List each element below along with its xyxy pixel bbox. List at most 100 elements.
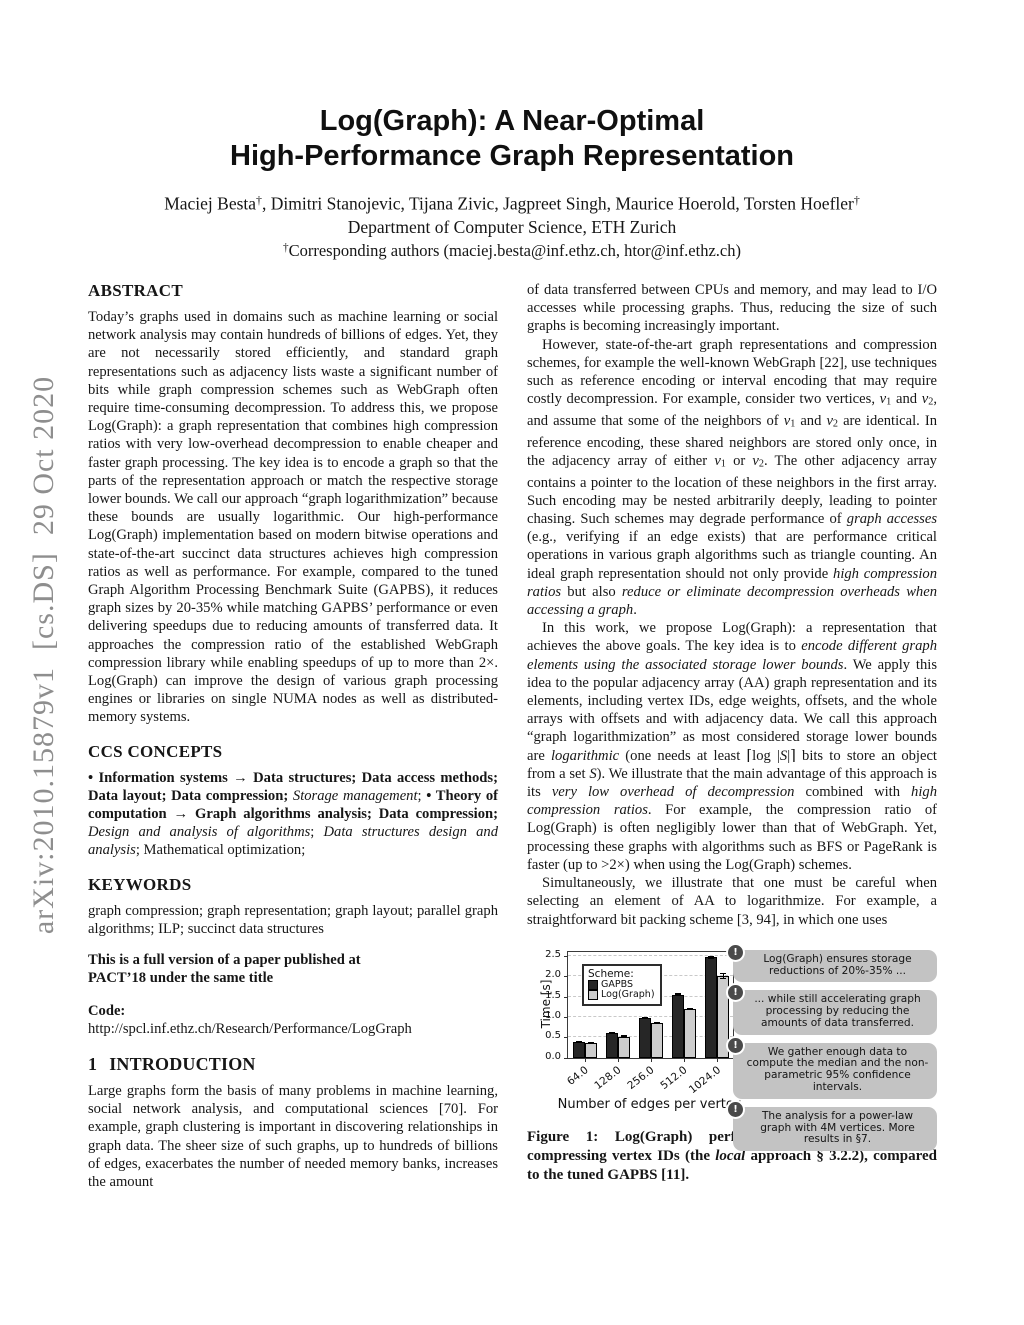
x-axis-title: Number of edges per vertex: [557, 1096, 742, 1112]
ccs-paragraph: • Information systems → Data structures;…: [88, 769, 499, 859]
error-bar: [641, 1016, 648, 1019]
body-paragraph-4: Simultaneously, we illustrate that one m…: [527, 875, 937, 928]
section-title: INTRODUCTION: [109, 1053, 256, 1074]
bar-Log(Graph): [617, 1036, 630, 1058]
y-tick-mark: [564, 1057, 568, 1059]
left-column: ABSTRACT Today’s graphs used in domains …: [88, 281, 498, 1191]
bar-GAPBS: [704, 957, 717, 1058]
y-tick-label: 1.5: [545, 989, 561, 1001]
legend-swatch: [588, 979, 598, 990]
y-tick-label: 0.0: [545, 1050, 561, 1062]
error-bar: [719, 973, 726, 980]
x-tick-label: 1024.0: [686, 1063, 723, 1096]
arxiv-banner: arXiv:2010.15879v1 [cs.DS] 29 Oct 2020: [27, 375, 60, 935]
callout-text: We gather enough data to compute the med…: [746, 1045, 929, 1094]
full-version-note: This is a full version of a paper publis…: [88, 951, 498, 987]
figure-callouts: ! Log(Graph) ensures storage reductions …: [728, 944, 937, 1152]
paper-title-line2: High-Performance Graph Representation: [230, 140, 794, 172]
x-tick-label: 256.0: [625, 1063, 657, 1092]
legend-label: GAPBS: [601, 978, 633, 990]
y-tick-mark: [564, 976, 568, 978]
paper-title-line1: Log(Graph): A Near-Optimal: [319, 105, 705, 137]
error-bar: [620, 1034, 627, 1037]
error-bar: [674, 993, 681, 996]
full-version-note-line2: PACT’18 under the same title: [88, 970, 274, 987]
y-tick-label: 1.0: [545, 1009, 561, 1021]
keywords-paragraph: graph compression; graph representation;…: [88, 902, 498, 937]
ccs-heading: CCS CONCEPTS: [88, 741, 223, 761]
callout-statistics: ! We gather enough data to compute the m…: [728, 1037, 937, 1099]
exclamation-icon: !: [728, 1037, 743, 1053]
body-paragraph-2: However, state-of-the-art graph represen…: [527, 336, 938, 619]
x-tick-mark: [617, 1057, 619, 1062]
bar-GAPBS: [605, 1033, 618, 1058]
body-paragraph-1: of data transferred between CPUs and mem…: [527, 282, 937, 335]
correspondence-line: †Corresponding authors (maciej.besta@inf…: [283, 241, 741, 261]
keywords-heading: KEYWORDS: [88, 874, 192, 894]
legend-entries: GAPBS Log(Graph): [588, 978, 655, 1001]
error-bar: [707, 956, 714, 959]
y-tick-label: 0.5: [545, 1030, 561, 1042]
callout-powerlaw: ! The analysis for a power-law graph wit…: [728, 1101, 937, 1152]
x-tick-label: 64.0: [565, 1063, 591, 1088]
code-label: Code:: [88, 1002, 126, 1019]
legend-title: Scheme:: [588, 967, 634, 980]
bar-Log(Graph): [716, 976, 729, 1058]
abstract-paragraph: Today’s graphs used in domains such as m…: [88, 309, 498, 726]
callout-text: ... while still accelerating graph proce…: [754, 993, 921, 1029]
figure-1: Time [s] 0.0 0.5 1.0 1.5 2.0 2.5 64.0 128.0 256…: [527, 943, 937, 1185]
exclamation-icon: !: [728, 944, 743, 960]
x-tick-mark: [683, 1057, 685, 1062]
callout-text: The analysis for a power-law graph with …: [760, 1109, 915, 1146]
body-paragraph-3: In this work, we propose Log(Graph): a r…: [527, 620, 937, 873]
x-tick-label: 512.0: [658, 1063, 690, 1092]
y-tick-label: 2.5: [545, 948, 561, 960]
right-column: of data transferred between CPUs and mem…: [527, 281, 937, 1191]
error-bar: [608, 1031, 615, 1034]
legend-entry: Log(Graph): [588, 990, 655, 1001]
gridline: [568, 954, 733, 956]
y-tick-mark: [564, 955, 568, 957]
x-tick-mark: [650, 1057, 652, 1062]
exclamation-icon: !: [728, 1101, 743, 1117]
figure1-chart: Time [s] 0.0 0.5 1.0 1.5 2.0 2.5 64.0 128.0 256…: [527, 943, 937, 1152]
authors-line: Maciej Besta†, Dimitri Stanojevic, Tijan…: [164, 193, 860, 214]
y-tick-mark: [564, 996, 568, 998]
paper-title: Log(Graph): A Near-Optimal High-Performa…: [0, 104, 1024, 174]
x-tick-mark: [584, 1057, 586, 1062]
y-tick-mark: [564, 1016, 568, 1018]
introduction-paragraph: Large graphs form the basis of many prob…: [88, 1082, 498, 1190]
abstract-heading: ABSTRACT: [88, 281, 183, 300]
two-column-body: ABSTRACT Today’s graphs used in domains …: [88, 281, 937, 1191]
callout-storage-reduction: ! Log(Graph) ensures storage reductions …: [728, 944, 937, 983]
y-axis-ticks: 0.0 0.5 1.0 1.5 2.0 2.5: [535, 948, 564, 1062]
exclamation-icon: !: [728, 985, 743, 1001]
y-tick-label: 2.0: [545, 969, 561, 981]
legend-swatch: [588, 990, 598, 1001]
error-bar: [686, 1008, 693, 1011]
paper-header: Log(Graph): A Near-Optimal High-Performa…: [0, 104, 1024, 261]
x-axis-ticks: 64.0 128.0 256.0 512.0 1024.0: [565, 1062, 732, 1096]
chart-legend: Scheme: GAPBS Log(Graph): [582, 963, 662, 1006]
gridline: [568, 1015, 733, 1017]
affiliation-line: Department of Computer Science, ETH Zuri…: [347, 217, 677, 238]
y-tick-mark: [564, 1037, 568, 1039]
error-bar: [653, 1021, 660, 1024]
legend-label: Log(Graph): [601, 989, 655, 1001]
bar-GAPBS: [671, 994, 684, 1058]
bar-Log(Graph): [584, 1043, 597, 1058]
callout-accelerating: ! ... while still accelerating graph pro…: [728, 985, 937, 1035]
section-number: 1: [88, 1053, 98, 1074]
full-version-note-line1: This is a full version of a paper publis…: [88, 952, 361, 969]
bar-Log(Graph): [650, 1023, 663, 1058]
error-bar: [587, 1041, 594, 1044]
x-tick-mark: [716, 1057, 718, 1062]
code-url: http://spcl.inf.ethz.ch/Research/Perform…: [88, 1020, 412, 1037]
x-tick-label: 128.0: [592, 1063, 624, 1092]
bar-GAPBS: [572, 1042, 585, 1058]
error-bar: [575, 1040, 582, 1043]
bar-Log(Graph): [683, 1009, 696, 1058]
callout-text: Log(Graph) ensures storage reductions of…: [763, 952, 912, 977]
bar-GAPBS: [638, 1017, 651, 1058]
introduction-heading: 1 INTRODUCTION: [88, 1054, 498, 1075]
